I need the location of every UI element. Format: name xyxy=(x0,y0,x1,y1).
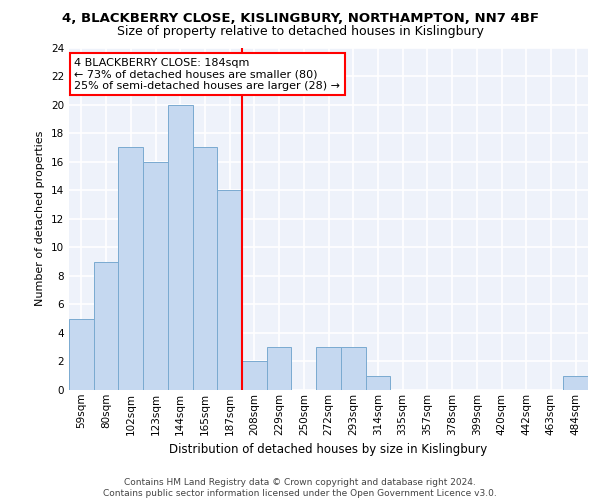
Bar xyxy=(168,104,193,390)
Bar xyxy=(193,148,217,390)
Text: 4, BLACKBERRY CLOSE, KISLINGBURY, NORTHAMPTON, NN7 4BF: 4, BLACKBERRY CLOSE, KISLINGBURY, NORTHA… xyxy=(62,12,539,26)
Bar xyxy=(118,148,143,390)
Y-axis label: Number of detached properties: Number of detached properties xyxy=(35,131,46,306)
Bar xyxy=(341,347,365,390)
Bar xyxy=(69,318,94,390)
Text: Contains HM Land Registry data © Crown copyright and database right 2024.
Contai: Contains HM Land Registry data © Crown c… xyxy=(103,478,497,498)
Bar xyxy=(143,162,168,390)
Bar xyxy=(217,190,242,390)
Bar xyxy=(94,262,118,390)
Text: Size of property relative to detached houses in Kislingbury: Size of property relative to detached ho… xyxy=(116,25,484,38)
Bar xyxy=(267,347,292,390)
Bar xyxy=(563,376,588,390)
Bar xyxy=(365,376,390,390)
Bar xyxy=(316,347,341,390)
X-axis label: Distribution of detached houses by size in Kislingbury: Distribution of detached houses by size … xyxy=(169,443,488,456)
Bar xyxy=(242,362,267,390)
Text: 4 BLACKBERRY CLOSE: 184sqm
← 73% of detached houses are smaller (80)
25% of semi: 4 BLACKBERRY CLOSE: 184sqm ← 73% of deta… xyxy=(74,58,340,91)
